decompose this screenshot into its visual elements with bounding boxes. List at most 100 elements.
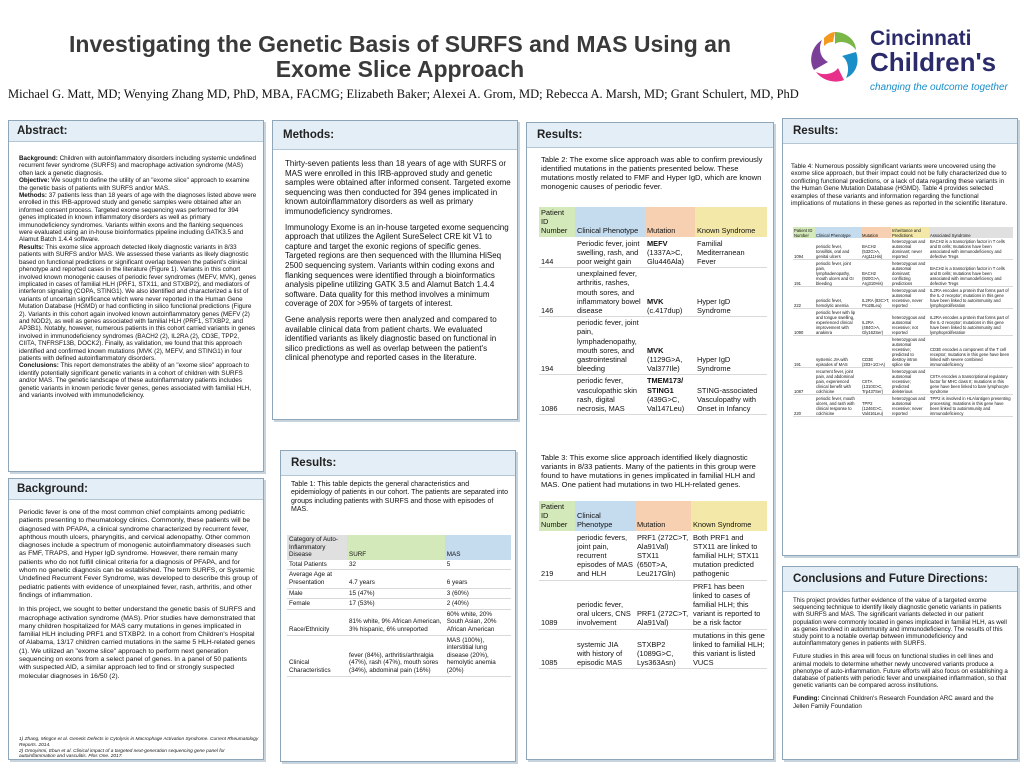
table1-cell: 32	[347, 559, 445, 571]
table1-header-cell: Category of Auto-Inflammatory Disease	[287, 535, 347, 560]
table4-cell: 1087	[793, 367, 815, 395]
table4-row: 220 periodic fever, mouth ulcers, and ras…	[793, 394, 1013, 417]
table2-row: 144 Periodic fever, joint swelling, rash,…	[539, 236, 767, 269]
table3-syndrome: PRF1 has been linked to cases of familia…	[691, 579, 767, 630]
table4-cell: CIITA encodes a transcriptional regulato…	[929, 367, 1013, 395]
table4-row: 1087 recurrent fever, joint pain, and abd…	[793, 367, 1013, 395]
table4-cell: heterozygous and autosomal dominant; con…	[891, 259, 929, 287]
table2-phenotype: periodic fever, joint pain, lymphadenopa…	[575, 316, 645, 376]
table2-mutation: MVK (c.417dup)	[645, 267, 695, 318]
table1-cell: Average Age at Presentation	[287, 569, 347, 589]
table2-header-cell: Mutation	[645, 207, 695, 238]
background-p2: In this project, we sought to better und…	[19, 606, 256, 680]
table1-row: Race/Ethnicity 81% white, 9% African Amer…	[287, 609, 511, 636]
table2-patient-id: 146	[539, 267, 575, 318]
table4-row: 222 periodic fever, hemolytic anemia IL2RA…	[793, 286, 1013, 309]
table2-row: 146 unexplained fever, arthritis, rashes,…	[539, 267, 767, 318]
table4-cell: heterozygous and autosomal recessive; no…	[891, 308, 929, 336]
table3-mutation: STXBP2 (1089G>C, Lys363Asn)	[635, 628, 691, 670]
table4: Patient ID Number Clinical Phenotype Mutat…	[793, 227, 1013, 417]
table2-variant: (1337A>C, Glu446Ala)	[647, 247, 684, 267]
table4-cell: heterozygous and autosomal recessive; pr…	[891, 335, 929, 368]
methods-p1: Thirty-seven patients less than 18 years…	[285, 159, 511, 216]
table4-header-cell: Mutation	[861, 227, 891, 238]
cincinnati-childrens-logo: Cincinnati Children's changing the outco…	[806, 22, 1021, 102]
funding-text: Cincinnati Children's Research Foundatio…	[793, 695, 994, 710]
table1-cell: 60% white, 20% South Asian, 20% African …	[444, 609, 511, 636]
table1-cell: 3 (60%)	[444, 588, 511, 600]
table1-header-cell: MAS	[444, 535, 511, 560]
abstract-methods: 37 patients less than 18 years of age wi…	[19, 192, 257, 244]
background-body: Periodic fever is one of the most common…	[19, 509, 259, 687]
logo-line2: Children's	[870, 47, 997, 77]
results-table4-panel: Results: Table 4: Numerous possibly sign…	[782, 118, 1018, 556]
table4-cell: IL2RA encodes a protein that forms part …	[929, 286, 1013, 309]
reference-2: 2) Omoyinmi, Ebun et al. Clinical impact…	[19, 748, 225, 760]
table4-cell: BACH2 is a transcription factor in T cel…	[929, 238, 1013, 260]
abstract-results-label: Results:	[19, 243, 44, 251]
table3-header-row: Patient ID Number Clinical Phenotype Mutat…	[539, 501, 767, 532]
table3-syndrome: mutations in this gene linked to familia…	[691, 628, 767, 670]
abstract-objective-label: Objective:	[19, 177, 50, 185]
table4-cell: CD3E (203+1G>A)	[861, 335, 891, 368]
table2-phenotype: Periodic fever, joint swelling, rash, an…	[575, 236, 645, 269]
table4-cell: IL2RA encodes a protein that forms part …	[929, 308, 1013, 336]
table1-cell: 6 years	[444, 569, 511, 589]
logo-tagline: changing the outcome together	[870, 82, 1008, 93]
abstract-background-label: Background:	[19, 155, 58, 162]
table3-header-cell: Mutation	[635, 501, 691, 532]
table2-row: 1086 periodic fever, vasculopathic skin r…	[539, 374, 767, 416]
table4-cell: TPP2 is involved in HLA/antigen presenti…	[929, 394, 1013, 417]
table1-cell: fever (84%), arthritis/arthralgia (47%),…	[347, 635, 445, 677]
table2-patient-id: 1086	[539, 374, 575, 416]
table3: Patient ID Number Clinical Phenotype Mutat…	[539, 501, 767, 670]
table4-cell: BACH2 is a transcription factor in T cel…	[929, 259, 1013, 287]
abstract-conclusions: This report demonstrates the ability of …	[19, 362, 252, 399]
table4-cell: heterozygous and autosomal recessive, ne…	[891, 286, 929, 309]
table4-row: 1090 periodic fever with lip and tongue s…	[793, 308, 1013, 336]
table4-cell: CIITA (1310G>C, Trp437Ser)	[861, 367, 891, 395]
table3-phenotype: systemic JIA with history of episodic MA…	[575, 628, 635, 670]
table3-header-cell: Known Syndrome	[691, 501, 767, 532]
table2-patient-id: 144	[539, 236, 575, 269]
results-table4-heading: Results:	[783, 119, 1017, 144]
table2-mutation: TMEM173/ STING1 (439G>C, Val147Leu)	[645, 374, 695, 416]
abstract-results: This exome slice approach detected likel…	[19, 243, 257, 362]
methods-p2: Immunology Exome is an in-house targeted…	[285, 222, 509, 309]
methods-body: Thirty-seven patients less than 18 years…	[285, 159, 511, 369]
table3-mutation: PRF1 (272C>T, Ala91Val)	[635, 579, 691, 630]
table4-cell: periodic fever, joint pain, lymphadenopa…	[815, 259, 861, 287]
abstract-methods-label: Methods:	[19, 192, 47, 200]
background-heading: Background:	[9, 479, 263, 500]
table4-header-cell: Patient ID Number	[793, 227, 815, 238]
table3-patient-id: 219	[539, 530, 575, 581]
table1-header-row: Category of Auto-Inflammatory Disease SUR…	[287, 535, 511, 560]
author-list: Michael G. Matt, MD; Wenying Zhang MD, P…	[8, 87, 799, 101]
table4-cell: IL2RA (484G>A, Gly162Ser)	[861, 308, 891, 336]
table1-cell: Male	[287, 588, 347, 600]
abstract-heading: Abstract:	[9, 121, 263, 142]
table4-cell: 222	[793, 286, 815, 309]
table3-patient-id: 1089	[539, 579, 575, 630]
table2-mutation: MVK (1129G>A, Val377Ile)	[645, 316, 695, 376]
table3-syndrome: Both PRF1 and STX11 are linked to famili…	[691, 530, 767, 581]
table4-cell: periodic fever, hemolytic anemia	[815, 286, 861, 309]
table4-cell: heterozygous and autosomal dominant; nev…	[891, 238, 929, 260]
table2-gene: TMEM173/ STING1	[647, 376, 684, 395]
conclusions-body: This project provides further evidence o…	[793, 597, 1011, 716]
background-p1: Periodic fever is one of the most common…	[19, 509, 258, 599]
table1-row: Male 15 (47%) 3 (60%)	[287, 588, 511, 600]
table2-phenotype: unexplained fever, arthritis, rashes, mo…	[575, 267, 645, 318]
table1-caption: Table 1: This table depicts the general …	[291, 481, 509, 514]
methods-panel: Methods: Thirty-seven patients less than…	[272, 120, 518, 420]
results-table1-panel: Results: Table 1: This table depicts the…	[280, 450, 516, 762]
table1-cell: MAS (100%), interstitial lung disease (2…	[444, 635, 511, 677]
methods-heading: Methods:	[273, 121, 517, 150]
table4-cell: heterozygous and autosomal recessive; pr…	[891, 367, 929, 395]
results-table23-panel: Results: Table 2: The exome slice approa…	[526, 122, 774, 760]
abstract-panel: Abstract: Background: Children with auto…	[8, 120, 264, 472]
table4-row: 1094 periodic fever, tonsillitis, oral an…	[793, 238, 1013, 260]
table1-cell: 17 (53%)	[347, 598, 445, 610]
table4-cell: BACH2 (532G>A, Arg111His)	[861, 238, 891, 260]
table3-caption: Table 3: This exome slice approach ident…	[541, 453, 756, 489]
